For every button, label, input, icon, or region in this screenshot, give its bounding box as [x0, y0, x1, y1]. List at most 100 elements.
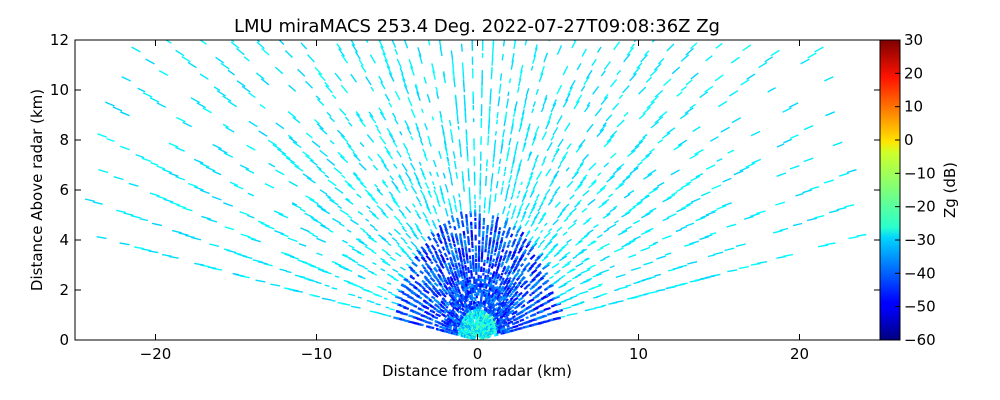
reflectivity-gate — [193, 186, 204, 191]
reflectivity-gate — [305, 80, 314, 89]
reflectivity-gate — [647, 169, 657, 176]
reflectivity-gate — [575, 240, 583, 246]
reflectivity-gate — [240, 233, 251, 238]
reflectivity-gate — [131, 46, 141, 53]
reflectivity-gate — [494, 302, 499, 307]
reflectivity-gate — [400, 266, 406, 271]
reflectivity-gate — [729, 90, 739, 97]
reflectivity-gate — [458, 305, 462, 309]
reflectivity-gate — [441, 246, 446, 251]
reflectivity-gate — [316, 252, 323, 256]
reflectivity-gate — [525, 316, 529, 320]
reflectivity-gate — [632, 219, 641, 225]
reflectivity-gate — [386, 65, 393, 76]
reflectivity-gate — [498, 323, 503, 328]
reflectivity-gate — [287, 111, 297, 119]
reflectivity-gate — [469, 260, 472, 267]
reflectivity-gate — [533, 47, 538, 58]
reflectivity-gate — [462, 258, 467, 265]
reflectivity-gate — [434, 303, 438, 307]
reflectivity-gate — [555, 147, 560, 153]
reflectivity-gate — [527, 214, 531, 219]
reflectivity-gate — [557, 164, 562, 169]
reflectivity-gate — [452, 314, 458, 319]
reflectivity-gate — [495, 216, 500, 225]
reflectivity-gate — [463, 303, 466, 307]
reflectivity-gate — [394, 186, 401, 194]
reflectivity-gate — [326, 111, 332, 117]
reflectivity-gate — [347, 215, 353, 219]
reflectivity-gate — [239, 164, 250, 170]
reflectivity-gate — [541, 263, 550, 270]
reflectivity-gate — [606, 134, 615, 143]
reflectivity-gate — [309, 198, 319, 205]
reflectivity-gate — [538, 251, 544, 257]
reflectivity-gate — [687, 261, 698, 265]
reflectivity-gate — [561, 255, 566, 259]
reflectivity-gate — [521, 238, 528, 245]
reflectivity-gate — [314, 66, 323, 76]
reflectivity-gate — [151, 222, 163, 227]
reflectivity-gate — [357, 296, 362, 299]
reflectivity-gate — [401, 163, 408, 172]
reflectivity-gate — [357, 210, 364, 216]
reflectivity-gate — [466, 226, 469, 231]
reflectivity-gate — [694, 148, 704, 156]
reflectivity-gate — [424, 122, 428, 131]
reflectivity-gate — [454, 287, 458, 292]
reflectivity-gate — [142, 92, 153, 98]
reflectivity-gate — [501, 248, 505, 253]
reflectivity-gate — [376, 128, 382, 135]
reflectivity-gate — [316, 237, 327, 243]
reflectivity-gate — [756, 210, 766, 215]
reflectivity-gate — [532, 201, 537, 207]
reflectivity-gate — [559, 208, 566, 215]
reflectivity-gate — [396, 150, 402, 158]
reflectivity-gate — [490, 181, 493, 187]
reflectivity-gate — [597, 172, 602, 177]
reflectivity-gate — [557, 309, 561, 312]
x-axis-label: Distance from radar (km) — [382, 362, 572, 380]
reflectivity-gate — [592, 85, 600, 95]
reflectivity-gate — [690, 175, 701, 182]
reflectivity-gate — [419, 139, 424, 146]
reflectivity-gate — [537, 217, 544, 225]
reflectivity-gate — [341, 174, 346, 179]
reflectivity-gate — [375, 124, 379, 129]
reflectivity-gate — [307, 54, 315, 63]
reflectivity-gate — [625, 173, 633, 179]
reflectivity-gate — [149, 97, 160, 103]
reflectivity-gate — [505, 98, 509, 109]
reflectivity-gate — [450, 50, 454, 61]
reflectivity-gate — [434, 323, 437, 327]
reflectivity-gate — [337, 301, 347, 305]
reflectivity-gate — [549, 196, 555, 202]
reflectivity-gate — [586, 229, 594, 235]
reflectivity-gate — [571, 286, 575, 290]
reflectivity-gate — [436, 243, 440, 248]
reflectivity-gate — [501, 54, 504, 61]
reflectivity-gate — [421, 279, 426, 284]
reflectivity-gate — [415, 225, 421, 232]
reflectivity-gate — [428, 141, 432, 147]
reflectivity-gate — [823, 179, 834, 184]
reflectivity-gate — [366, 299, 372, 303]
reflectivity-gate — [287, 134, 294, 139]
reflectivity-gate — [699, 235, 710, 241]
reflectivity-gate — [513, 310, 518, 315]
reflectivity-gate — [417, 181, 423, 190]
reflectivity-gate — [500, 236, 504, 240]
reflectivity-gate — [462, 321, 465, 325]
reflectivity-gate — [738, 266, 749, 270]
reflectivity-gate — [439, 185, 443, 191]
reflectivity-gate — [676, 207, 686, 213]
reflectivity-gate — [600, 70, 606, 77]
reflectivity-field — [84, 40, 867, 340]
reflectivity-gate — [518, 159, 523, 168]
reflectivity-gate — [439, 110, 443, 118]
reflectivity-gate — [671, 191, 678, 196]
reflectivity-gate — [491, 262, 495, 266]
reflectivity-gate — [199, 162, 210, 168]
